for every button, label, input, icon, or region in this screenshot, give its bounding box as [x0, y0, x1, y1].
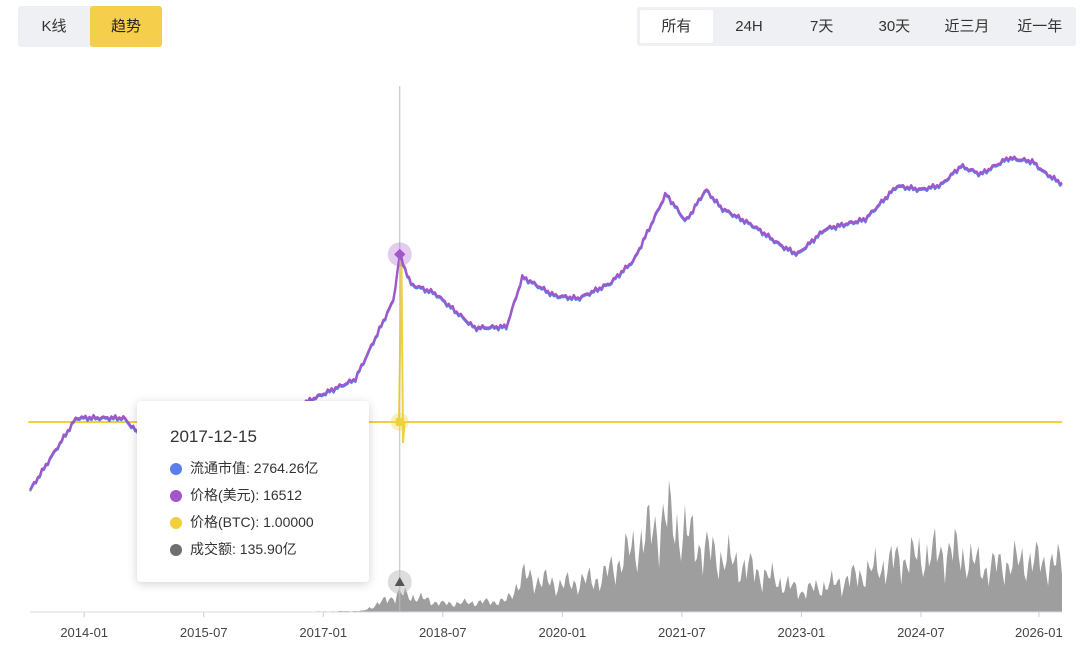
- tooltip-row-price-btc: 价格(BTC): 1.00000: [170, 509, 369, 536]
- price-hover-marker: [394, 248, 406, 261]
- tooltip-row-market-cap: 流通市值: 2764.26亿: [170, 455, 369, 482]
- price-btc-dot-icon: [170, 516, 182, 529]
- tooltip-label: 流通市值: [190, 460, 246, 476]
- x-tick-label: 2018-07: [419, 625, 467, 640]
- range-all[interactable]: 所有: [640, 10, 713, 43]
- chart-tooltip: 2017-12-15 流通市值: 2764.26亿 价格(美元): 16512 …: [137, 401, 369, 582]
- x-tick-label: 2026-01: [1015, 625, 1063, 640]
- x-tick-label: 2021-07: [658, 625, 706, 640]
- tooltip-value: 1.00000: [263, 514, 314, 530]
- price-usd-dot-icon: [170, 489, 182, 502]
- range-30d[interactable]: 30天: [878, 18, 911, 35]
- range-3m[interactable]: 近三月: [944, 18, 990, 35]
- volume-dot-icon: [170, 543, 182, 556]
- market-cap-dot-icon: [170, 462, 182, 475]
- x-tick-label: 2017-01: [299, 625, 347, 640]
- x-tick-label: 2020-01: [538, 625, 586, 640]
- x-tick-label: 2015-07: [180, 625, 228, 640]
- tab-kline[interactable]: K线: [41, 18, 67, 35]
- x-tick-label: 2014-01: [60, 625, 108, 640]
- x-tick-label: 2024-07: [897, 625, 945, 640]
- tooltip-label: 价格(美元): [190, 487, 256, 503]
- x-tick-label: 2023-01: [778, 625, 826, 640]
- tooltip-label: 成交额: [190, 541, 232, 557]
- chart-mode-tabs: K线 趋势: [18, 6, 162, 47]
- volume-area: [30, 480, 1062, 612]
- tooltip-date: 2017-12-15: [170, 427, 257, 446]
- tooltip-label: 价格(BTC): [190, 514, 256, 530]
- tooltip-value: 135.90亿: [239, 541, 297, 557]
- time-range-tabs: 所有 24H 7天 30天 近三月 近一年: [637, 7, 1076, 46]
- tooltip-value: 16512: [263, 487, 303, 503]
- btc-hover-marker: [395, 418, 404, 426]
- tab-trend[interactable]: 趋势: [90, 6, 162, 47]
- range-7d[interactable]: 7天: [810, 18, 834, 35]
- tooltip-row-price-usd: 价格(美元): 16512: [170, 482, 369, 509]
- tooltip-row-volume: 成交额: 135.90亿: [170, 536, 369, 563]
- range-1y[interactable]: 近一年: [1017, 18, 1063, 35]
- range-24h[interactable]: 24H: [735, 18, 763, 35]
- volume-hover-marker: [394, 577, 405, 586]
- tooltip-value: 2764.26亿: [253, 460, 319, 476]
